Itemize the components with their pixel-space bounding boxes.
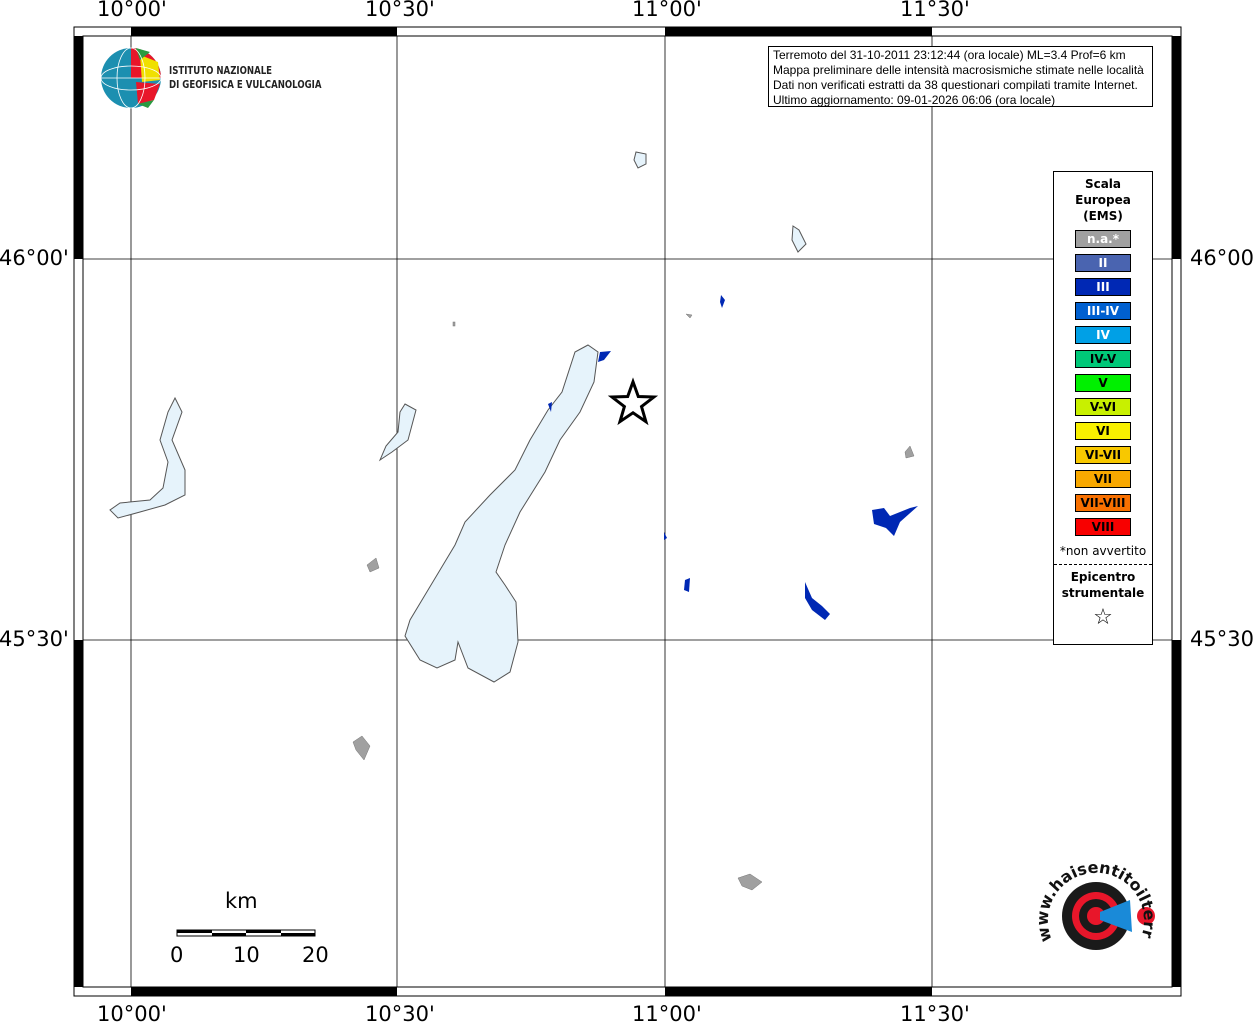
info-line: Mappa preliminare delle intensità macros… bbox=[773, 63, 1144, 77]
ingv-logo-text: ISTITUTO NAZIONALE DI GEOFISICA E VULCAN… bbox=[169, 64, 322, 92]
lon-tick-top: 11°30' bbox=[900, 0, 970, 21]
legend-item: III bbox=[1075, 278, 1131, 296]
info-line: Ultimo aggiornamento: 09-01-2026 06:06 (… bbox=[773, 93, 1056, 107]
info-line: Dati non verificati estratti da 38 quest… bbox=[773, 78, 1138, 92]
legend-item: VI bbox=[1075, 422, 1131, 440]
scale-unit: km bbox=[225, 889, 258, 913]
lat-tick-left: 46°00' bbox=[0, 246, 69, 270]
epicenter-label-line: Epicentro bbox=[1070, 570, 1136, 584]
lon-tick-top: 10°30' bbox=[365, 0, 435, 21]
legend-item: VIII bbox=[1075, 518, 1131, 536]
intensity-points-na bbox=[352, 313, 915, 891]
ingv-line: ISTITUTO NAZIONALE bbox=[169, 64, 273, 77]
legend-item: II bbox=[1075, 254, 1131, 272]
map-inner-frame bbox=[82, 35, 1173, 988]
event-info-box: Terremoto del 31-10-2011 23:12:44 (ora l… bbox=[768, 46, 1153, 107]
frame-ticks bbox=[74, 27, 1181, 996]
star-icon: ☆ bbox=[1093, 605, 1113, 630]
legend-item: VII bbox=[1075, 470, 1131, 488]
info-line: Terremoto del 31-10-2011 23:12:44 (ora l… bbox=[773, 48, 1126, 62]
lon-tick-top: 10°00' bbox=[97, 0, 167, 21]
legend-item: VII-VIII bbox=[1075, 494, 1131, 512]
intensity-points-III bbox=[548, 295, 918, 620]
lake-small bbox=[791, 225, 807, 253]
lat-tick-right: 45°30' bbox=[1190, 627, 1255, 651]
legend-title-line: Scala bbox=[1084, 177, 1122, 191]
legend-item: IV bbox=[1075, 326, 1131, 344]
legend-title-line: (EMS) bbox=[1083, 209, 1123, 223]
legend-item: IV-V bbox=[1075, 350, 1131, 368]
legend-item: V bbox=[1075, 374, 1131, 392]
scale-bar bbox=[176, 929, 316, 937]
lon-tick-top: 11°00' bbox=[632, 0, 702, 21]
lake-small bbox=[633, 151, 647, 169]
legend-title: Scala Europea (EMS) bbox=[1054, 176, 1152, 224]
scale-label: 20 bbox=[302, 943, 329, 967]
legend-items: n.a.* II III III-IV IV IV-V V V-VI VI VI-VII VII VI… bbox=[1054, 230, 1152, 536]
lon-tick-bottom: 11°00' bbox=[632, 1002, 702, 1024]
legend-item: III-IV bbox=[1075, 302, 1131, 320]
epicenter-label-line: strumentale bbox=[1061, 586, 1145, 600]
lake-idro bbox=[378, 403, 417, 462]
legend-item: n.a.* bbox=[1075, 230, 1131, 248]
lake-garda bbox=[404, 344, 599, 683]
ingv-line: DI GEOFISICA E VULCANOLOGIA bbox=[169, 78, 322, 91]
lon-tick-bottom: 10°30' bbox=[365, 1002, 435, 1024]
lat-tick-left: 45°30' bbox=[0, 627, 69, 651]
legend-item: V-VI bbox=[1075, 398, 1131, 416]
legend-item: VI-VII bbox=[1075, 446, 1131, 464]
lat-tick-right: 46°00' bbox=[1190, 246, 1255, 270]
legend-title-line: Europea bbox=[1075, 193, 1131, 207]
scale-label: 10 bbox=[233, 943, 260, 967]
intensity-legend: Scala Europea (EMS) n.a.* II III III-IV IV IV… bbox=[1053, 171, 1153, 645]
legend-note: *non avvertito bbox=[1059, 544, 1147, 558]
lakes bbox=[109, 151, 807, 683]
star-icon bbox=[607, 377, 659, 426]
epicenter-label: Epicentro strumentale bbox=[1054, 569, 1152, 601]
legend-divider bbox=[1054, 564, 1152, 565]
lon-tick-bottom: 11°30' bbox=[900, 1002, 970, 1024]
scale-label: 0 bbox=[170, 943, 184, 967]
lon-tick-bottom: 10°00' bbox=[97, 1002, 167, 1024]
lake-iseo bbox=[109, 396, 186, 519]
ingv-logo-globe bbox=[100, 47, 162, 109]
